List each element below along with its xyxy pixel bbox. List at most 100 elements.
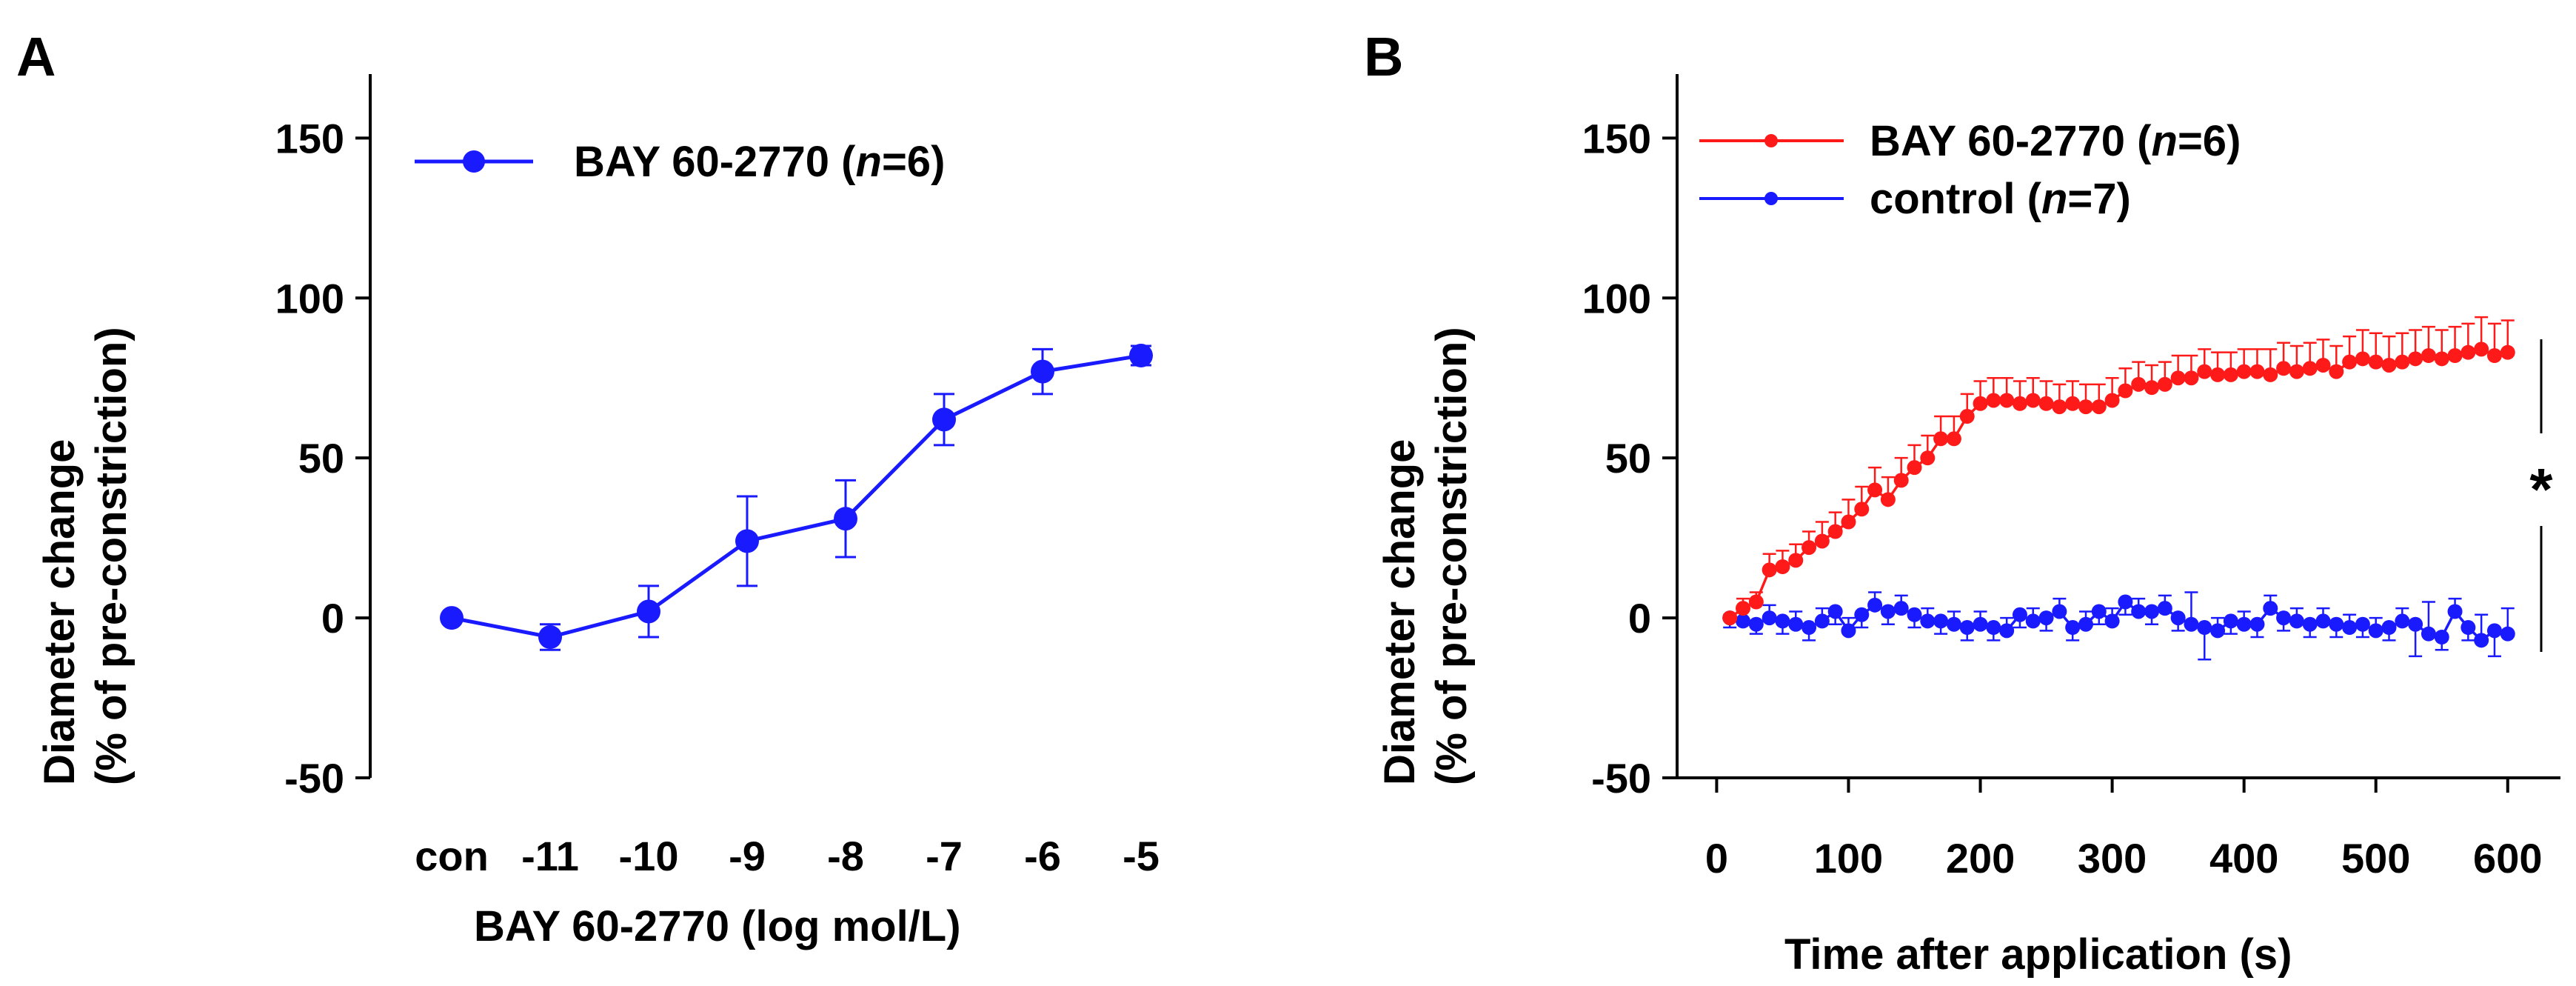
panel-b-legend-n-control: n bbox=[2041, 175, 2067, 223]
panel-b-data-point-bay bbox=[1867, 482, 1883, 498]
panel-b-data-point-control bbox=[2460, 620, 2476, 636]
panel-a-y-tick-label: 50 bbox=[298, 435, 344, 482]
panel-b-data-point-bay bbox=[2249, 364, 2265, 379]
panel-b-data-point-control bbox=[2500, 626, 2515, 642]
panel-b-data-point-control bbox=[1973, 616, 1988, 632]
panel-b-y-tick-label: 150 bbox=[1582, 115, 1651, 161]
panel-b-label: B bbox=[1364, 26, 1403, 87]
panel-a-legend-n: n bbox=[856, 138, 882, 186]
panel-b-data-point-bay bbox=[2368, 354, 2383, 370]
panel-b-data-point-control bbox=[1801, 620, 1817, 636]
panel-b-legend-n-bay: n bbox=[2152, 117, 2178, 165]
panel-b-data-point-bay bbox=[2263, 367, 2278, 382]
panel-b-data-point-control bbox=[2381, 620, 2397, 636]
panel-a-x-tick-label: con bbox=[415, 833, 489, 879]
panel-b-data-point-bay bbox=[1762, 562, 1777, 578]
panel-a-ylabel-line2: (% of pre-constriction) bbox=[87, 327, 136, 785]
panel-b-data-point-bay bbox=[2447, 348, 2463, 363]
panel-b-data-point-control bbox=[1933, 613, 1949, 629]
panel-b-data-point-control bbox=[2170, 610, 2186, 626]
panel-b-data-point-bay bbox=[2157, 376, 2172, 392]
panel-b-data-point-bay bbox=[2408, 351, 2423, 367]
panel-b-data-point-bay bbox=[2078, 399, 2093, 415]
panel-b-data-point-bay bbox=[2329, 364, 2344, 379]
panel-b-data-point-control bbox=[2012, 607, 2027, 622]
panel-b-data-point-bay bbox=[2342, 354, 2358, 370]
panel-b-data-point-control bbox=[1920, 613, 1936, 629]
panel-b-data-point-bay bbox=[2210, 367, 2226, 382]
panel-b-data-point-bay bbox=[2460, 344, 2476, 360]
panel-b-legend-marker-control bbox=[1764, 192, 1778, 205]
panel-b-data-point-control bbox=[1999, 623, 2015, 639]
panel-b-xlabel: Time after application (s) bbox=[1784, 930, 2292, 979]
panel-b-data-point-control bbox=[2355, 616, 2370, 632]
panel-a-data-point bbox=[1129, 344, 1153, 367]
panel-b-data-point-control bbox=[1959, 620, 1975, 636]
panel-a: A Diameter change (% of pre-constriction… bbox=[16, 26, 1160, 950]
panel-a-label: A bbox=[16, 26, 56, 87]
panel-b-data-point-bay bbox=[1788, 553, 1804, 568]
panel-a-y-tick-label: 100 bbox=[275, 275, 344, 322]
panel-b-data-point-control bbox=[2078, 616, 2093, 632]
panel-b-data-point-control bbox=[2368, 623, 2383, 639]
panel-b-data-point-bay bbox=[1722, 610, 1738, 626]
panel-b-data-point-bay bbox=[1893, 473, 1909, 488]
panel-a-x-ticks: con -11 -10 -9 -8 -7 -6 -5 bbox=[415, 833, 1160, 879]
panel-a-xlabel: BAY 60-2770 (log mol/L) bbox=[474, 902, 961, 950]
panel-a-data-point bbox=[932, 407, 956, 432]
panel-b-legend-n-value-bay: =6) bbox=[2178, 117, 2241, 165]
panel-b-legend-marker-bay bbox=[1764, 134, 1778, 147]
panel-b-data-point-control bbox=[2408, 616, 2423, 632]
panel-b-data-point-bay bbox=[2276, 361, 2292, 376]
panel-b-data-point-control bbox=[1736, 613, 1751, 629]
panel-a-y-tick-label: 0 bbox=[321, 595, 344, 642]
panel-b-data-point-bay bbox=[2170, 370, 2186, 386]
panel-b-data-point-bay bbox=[2434, 351, 2449, 367]
panel-b-y-tick-label: 0 bbox=[1628, 595, 1651, 642]
panel-b-data-point-control bbox=[2263, 601, 2278, 616]
panel-b-data-point-bay bbox=[1827, 524, 1843, 539]
panel-a-x-tick-label: -6 bbox=[1024, 833, 1061, 879]
panel-b-data-point-control bbox=[2447, 604, 2463, 619]
panel-b-data-point-bay bbox=[1907, 460, 1922, 476]
panel-b-data-point-control bbox=[2289, 613, 2304, 629]
panel-a-series-line bbox=[451, 353, 1142, 639]
panel-b-data-point-bay bbox=[1814, 533, 1830, 549]
panel-a-legend-n-value: =6) bbox=[882, 138, 945, 186]
panel-a-points bbox=[440, 344, 1153, 649]
panel-b-data-point-control bbox=[2052, 604, 2067, 619]
panel-a-legend-entry: BAY 60-2770 (n=6) bbox=[574, 138, 945, 186]
panel-b-data-point-bay bbox=[2474, 342, 2489, 357]
panel-b-data-point-bay bbox=[2144, 380, 2160, 396]
panel-b-data-point-bay bbox=[1736, 601, 1751, 616]
panel-a-y-ticks: -50 0 50 100 150 bbox=[275, 115, 370, 802]
panel-b-data-point-bay bbox=[2091, 399, 2107, 415]
panel-b-data-point-control bbox=[1907, 607, 1922, 622]
panel-b-x-tick-label: 500 bbox=[2341, 835, 2410, 882]
panel-a-data-point bbox=[1031, 359, 1054, 384]
panel-b-data-point-bay bbox=[1986, 393, 2001, 408]
panel-b-data-point-control bbox=[1762, 610, 1777, 626]
panel-b-data-point-bay bbox=[1946, 431, 1961, 447]
panel-b-data-point-control bbox=[2486, 623, 2502, 639]
panel-b-significance: * bbox=[2529, 339, 2553, 652]
panel-a-data-point bbox=[538, 625, 562, 649]
panel-b-legend-name-control: control bbox=[1870, 175, 2015, 223]
panel-b-data-point-control bbox=[2131, 604, 2147, 619]
panel-b-data-point-bay bbox=[1775, 559, 1790, 574]
panel-b-legend-entry-control: control (n=7) bbox=[1870, 175, 2131, 223]
panel-b-data-point-control bbox=[2144, 604, 2160, 619]
panel-a-data-point bbox=[834, 507, 857, 531]
panel-b-data-point-bay bbox=[2197, 364, 2212, 379]
panel-b: B Diameter change (% of pre-constriction… bbox=[1364, 26, 2560, 979]
panel-b-data-point-bay bbox=[1999, 393, 2015, 408]
panel-a-x-tick-label: -10 bbox=[619, 833, 679, 879]
panel-b-legend-n-value-control: =7) bbox=[2067, 175, 2130, 223]
panel-a-ylabel-line1: Diameter change bbox=[36, 439, 84, 785]
panel-b-data-point-bay bbox=[1933, 431, 1949, 447]
panel-a-x-tick-label: -11 bbox=[521, 833, 579, 879]
panel-b-series-bay bbox=[1722, 316, 2515, 626]
panel-b-data-point-control bbox=[2236, 616, 2252, 632]
panel-a-data-point bbox=[735, 529, 759, 553]
panel-b-data-point-bay bbox=[1973, 396, 1988, 411]
